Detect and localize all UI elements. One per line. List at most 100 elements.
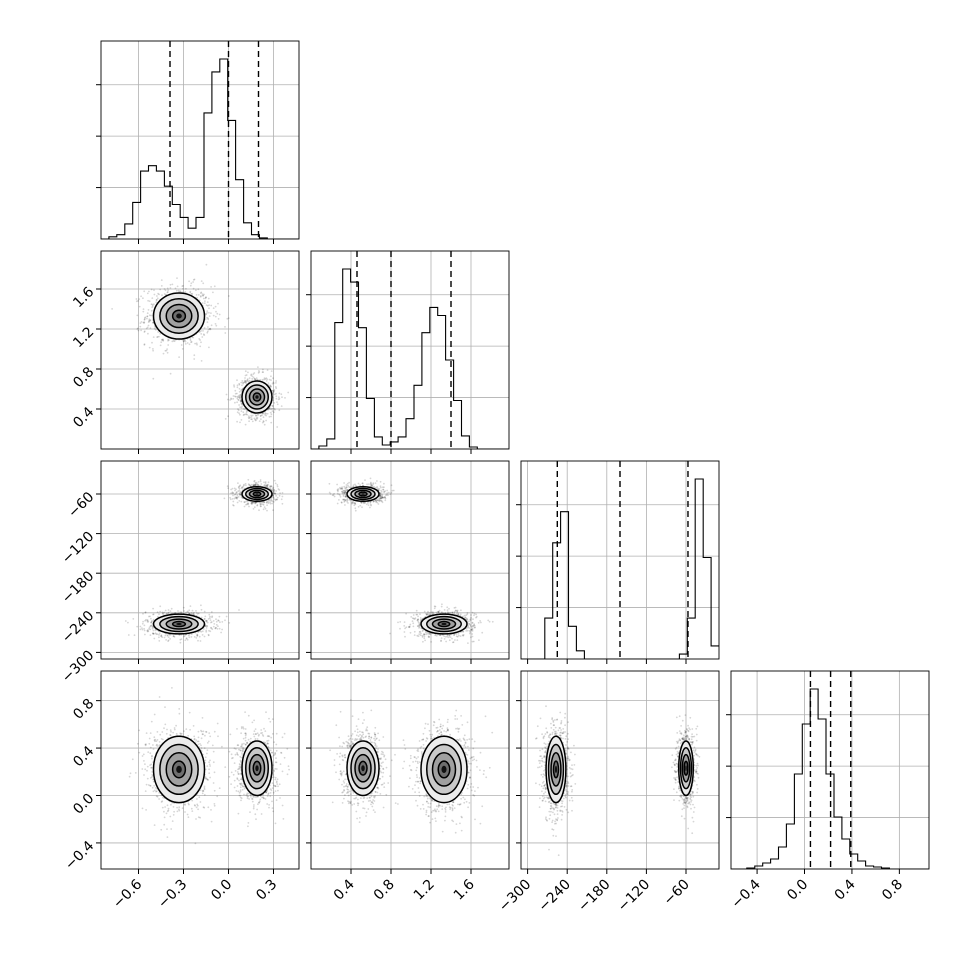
scatter-point <box>259 414 262 417</box>
scatter-point <box>239 394 242 396</box>
scatter-point <box>219 621 221 624</box>
scatter-point <box>235 488 237 491</box>
scatter-point <box>212 314 215 317</box>
scatter-point <box>202 330 204 332</box>
scatter-point <box>461 634 464 637</box>
scatter-point <box>472 624 474 627</box>
scatter-point <box>206 312 209 314</box>
scatter-point <box>172 635 175 638</box>
scatter-point <box>150 303 153 306</box>
panel-frame <box>100 460 300 660</box>
scatter-point <box>205 296 207 299</box>
scatter-point <box>266 378 269 381</box>
scatter-point <box>440 637 443 639</box>
scatter-point <box>421 636 424 638</box>
scatter-point <box>265 414 267 417</box>
scatter-point <box>188 633 191 636</box>
scatter-point <box>200 291 203 294</box>
scatter-point <box>237 408 239 410</box>
scatter-point <box>182 606 185 609</box>
scatter-point <box>421 634 424 637</box>
scatter-point <box>253 484 255 487</box>
contour-0 <box>171 620 187 628</box>
scatter-point <box>267 483 269 486</box>
scatter-point <box>253 372 256 374</box>
scatter-point <box>210 304 213 307</box>
scatter-point <box>470 614 472 616</box>
scatter-point <box>209 619 212 621</box>
scatter-point <box>271 382 274 385</box>
scatter-point <box>200 360 203 362</box>
scatter-point <box>379 499 382 502</box>
scatter-point <box>456 635 459 638</box>
scatter-point <box>198 612 200 615</box>
scatter-point <box>227 487 230 489</box>
scatter-point <box>424 639 426 642</box>
scatter-point <box>153 633 155 635</box>
panel-0-0 <box>96 40 300 244</box>
scatter-point <box>343 489 346 492</box>
scatter-point <box>159 332 162 335</box>
scatter-point <box>189 284 192 287</box>
scatter-point <box>220 631 223 634</box>
scatter-point <box>167 609 170 611</box>
scatter-point <box>189 290 192 293</box>
scatter-point <box>374 499 377 502</box>
scatter-point <box>233 497 236 500</box>
scatter-point <box>239 494 241 496</box>
scatter-point <box>132 618 135 620</box>
scatter-point <box>451 637 453 640</box>
scatter-point <box>199 640 202 642</box>
scatter-point <box>370 481 372 484</box>
scatter-point <box>152 336 155 338</box>
scatter-point <box>234 401 236 404</box>
scatter-point <box>255 417 258 420</box>
scatter-point <box>469 619 472 622</box>
scatter-point <box>161 294 163 297</box>
scatter-point <box>195 289 197 292</box>
scatter-point <box>248 415 250 417</box>
scatter-point <box>469 623 472 626</box>
scatter-point <box>491 620 494 623</box>
scatter-point <box>264 482 267 485</box>
scatter-point <box>432 612 435 615</box>
scatter-point <box>481 631 484 634</box>
scatter-point <box>196 633 199 636</box>
scatter-point <box>252 373 255 375</box>
scatter-point <box>150 621 153 624</box>
scatter-point <box>258 370 260 372</box>
scatter-point <box>235 491 238 494</box>
scatter-point <box>376 499 379 502</box>
scatter-point <box>380 489 382 492</box>
scatter-point <box>346 482 349 485</box>
scatter-point <box>193 636 196 638</box>
scatter-point <box>251 502 254 504</box>
scatter-point <box>238 492 241 495</box>
scatter-point <box>267 499 270 502</box>
scatter-point <box>202 294 204 297</box>
contour-0 <box>171 309 187 323</box>
scatter-point <box>253 377 256 380</box>
scatter-point <box>376 485 378 488</box>
scatter-point <box>230 488 233 491</box>
density-peak <box>255 493 259 495</box>
scatter-point <box>418 627 420 629</box>
scatter-point <box>272 486 275 489</box>
scatter-point <box>151 303 154 306</box>
scatter-point <box>184 291 187 293</box>
scatter-point <box>232 494 234 497</box>
scatter-point <box>152 632 155 635</box>
scatter-point <box>147 620 150 623</box>
scatter-point <box>237 398 240 401</box>
scatter-point <box>212 625 215 628</box>
scatter-point <box>329 493 332 495</box>
scatter-point <box>148 290 150 293</box>
scatter-point <box>266 369 269 371</box>
scatter-point <box>257 372 260 374</box>
scatter-point <box>200 280 203 282</box>
scatter-point <box>416 619 419 622</box>
scatter-point <box>266 484 269 486</box>
scatter-point <box>245 484 247 487</box>
histogram-0 <box>101 58 299 239</box>
scatter-point <box>214 627 217 629</box>
